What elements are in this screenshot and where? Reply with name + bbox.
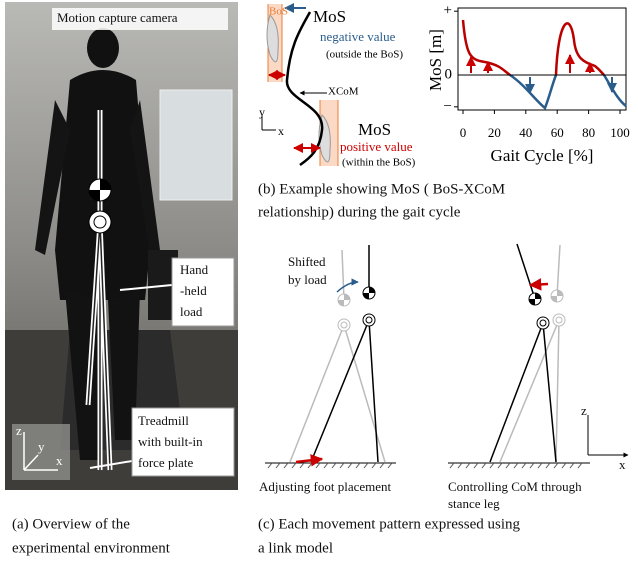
caption: (a) Overview of the [12,516,130,532]
axis-label: x [619,457,626,472]
treadmill-label: Treadmill [138,413,189,428]
caption: a link model [258,540,333,556]
y-axis-label: MoS [m] [426,29,445,91]
link-model-left [265,245,396,468]
load-label: load [180,304,203,319]
x-tick-label: 100 [610,125,630,140]
load-label: Hand [180,262,209,277]
caption: relationship) during the gait cycle [258,204,461,220]
caption: experimental environment [12,540,171,556]
axis-label: x [278,124,284,138]
pattern-label: stance leg [448,496,500,511]
xcom-label: XCoM [328,86,359,98]
camera-label: Motion capture camera [57,10,178,25]
mos-label: MoS [313,7,346,26]
axis-label: x [56,453,63,468]
bos-label: BoS [269,6,288,18]
axis-label: y [259,105,265,119]
axis-label: y [38,439,45,454]
mos-chart [458,8,626,110]
negative-label: negative value [320,29,396,44]
shifted-label: by load [288,272,327,287]
caption: (c) Each movement pattern expressed usin… [258,516,520,532]
treadmill-label: with built-in [138,434,203,449]
mos-label: MoS [358,120,391,139]
outside-label: (outside the BoS) [326,49,403,61]
link-model-right [448,244,628,468]
x-tick-label: 20 [488,125,501,140]
treadmill-label: force plate [138,455,193,470]
figure: Motion capture camera Hand -held load Tr… [0,0,638,563]
pattern-label: Adjusting foot placement [259,479,392,494]
y-tick-label: − [444,98,452,114]
x-tick-label: 40 [519,125,532,140]
caption: (b) Example showing MoS ( BoS-XCoM [258,181,505,197]
load-label: -held [180,283,207,298]
positive-label: positive value [340,139,413,154]
pattern-label: Controlling CoM through [448,479,582,494]
within-label: (within the BoS) [342,157,416,169]
x-tick-label: 80 [582,125,595,140]
axis-label: z [16,423,22,438]
y-tick-label: 0 [445,66,453,82]
shifted-label: Shifted [288,254,326,269]
x-tick-label: 0 [460,125,467,140]
x-tick-label: 60 [551,125,564,140]
x-axis-label: Gait Cycle [%] [491,146,594,165]
axis-label: z [581,403,587,418]
y-tick-label: + [444,3,452,19]
